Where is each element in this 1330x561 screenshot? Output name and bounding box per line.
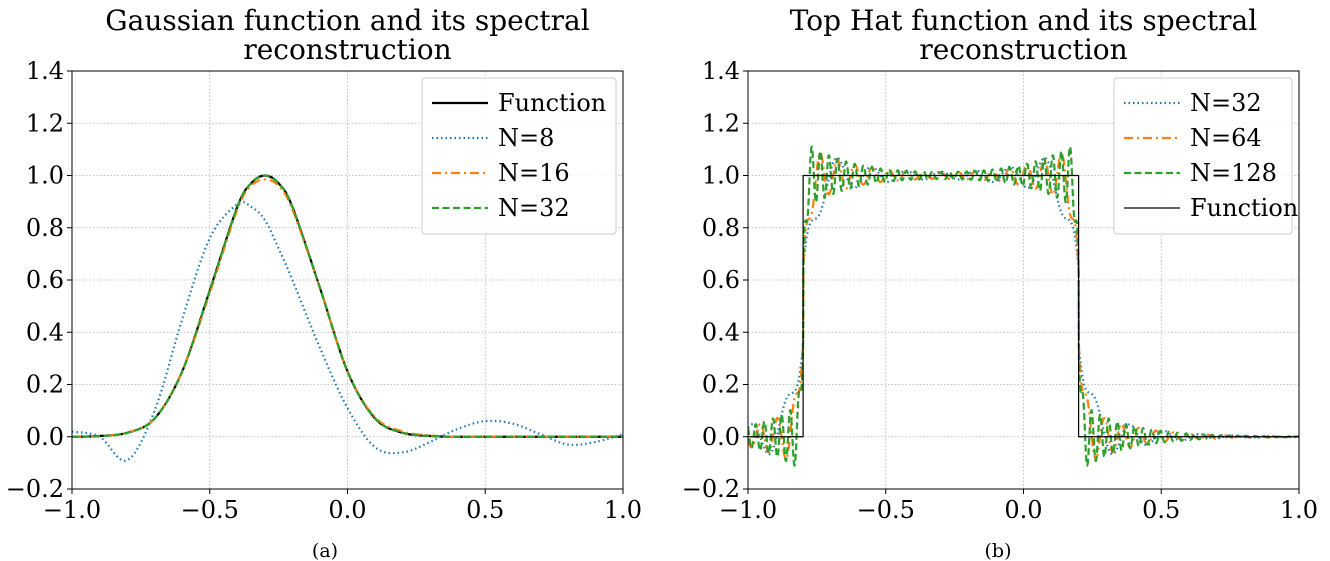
y-tick-label: 0.0 (26, 423, 64, 451)
y-tick-label: 0.4 (702, 318, 740, 346)
x-tick-label: 0.5 (466, 496, 504, 524)
legend-box (421, 77, 617, 235)
series-line-n-8 (72, 200, 623, 462)
legend: Function N=8 N=16 N=32 (421, 77, 617, 235)
x-tick-label: 1.0 (604, 496, 642, 524)
legend-label: N=64 (1190, 124, 1262, 152)
figure-caption: (a) (312, 540, 338, 561)
y-tick-label: 1.2 (702, 109, 740, 137)
axes-frame (71, 70, 624, 490)
x-tick-label: 1.0 (1280, 496, 1318, 524)
chart-panel-b: −1.0 −0.5 0.0 0.5 1.0 −0.2 0.0 0.2 0.4 0.6 0.8 1.0 1… (682, 4, 1318, 561)
y-tick-label: 1.4 (26, 57, 64, 85)
legend-label: N=32 (1190, 89, 1262, 117)
axes-frame (747, 70, 1300, 490)
x-tick-label: −0.5 (181, 496, 239, 524)
chart-title: Top Hat function and its spectral (790, 4, 1257, 37)
series-line-n-128 (748, 145, 1299, 467)
series-line-n-16 (72, 178, 623, 438)
y-tick-label: 1.4 (702, 57, 740, 85)
x-tick-label: 0.0 (1004, 496, 1042, 524)
x-tick-label: −1.0 (43, 496, 101, 524)
y-tick-label: 0.8 (26, 214, 64, 242)
y-tick-label: 0.6 (702, 266, 740, 294)
series-group (72, 174, 623, 462)
y-tick-label: 0.0 (702, 423, 740, 451)
chart-title: Gaussian function and its spectral (105, 4, 589, 37)
legend-label: N=8 (498, 124, 554, 152)
y-tick-label: 0.4 (26, 318, 64, 346)
y-tick-label: 0.6 (26, 266, 64, 294)
x-tick-label: 0.0 (328, 496, 366, 524)
series-line-n-32 (72, 174, 623, 438)
y-tick-label: 0.2 (702, 371, 740, 399)
legend-label: Function (1190, 194, 1298, 222)
chart-title: reconstruction (243, 33, 451, 66)
x-tick-label: 0.5 (1142, 496, 1180, 524)
chart-title: reconstruction (919, 33, 1127, 66)
y-tick-label: 1.2 (26, 109, 64, 137)
legend-label: Function (498, 89, 606, 117)
series-group (748, 145, 1299, 467)
legend-label: N=16 (498, 159, 570, 187)
y-tick-label: 0.2 (26, 371, 64, 399)
y-tick-label: 1.0 (26, 162, 64, 190)
x-tick-label: −0.5 (857, 496, 915, 524)
y-tick-label: −0.2 (6, 475, 64, 503)
legend-label: N=128 (1190, 159, 1277, 187)
y-tick-label: −0.2 (682, 475, 740, 503)
y-tick-label: 0.8 (702, 214, 740, 242)
legend-box (1113, 77, 1293, 235)
chart-panel-a: −1.0 −0.5 0.0 0.5 1.0 −0.2 0.0 0.2 0.4 0.6 0.8 1.0 1… (6, 4, 642, 561)
legend: N=32 N=64 N=128 Function (1113, 77, 1298, 235)
series-line-function (748, 174, 1299, 438)
y-tick-label: 1.0 (702, 162, 740, 190)
legend-label: N=32 (498, 194, 570, 222)
x-tick-label: −1.0 (719, 496, 777, 524)
figure-caption: (b) (985, 540, 1012, 561)
